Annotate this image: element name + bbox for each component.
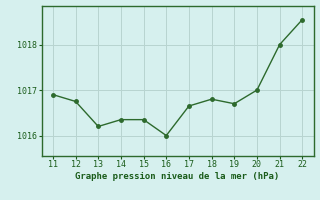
X-axis label: Graphe pression niveau de la mer (hPa): Graphe pression niveau de la mer (hPa) (76, 172, 280, 181)
